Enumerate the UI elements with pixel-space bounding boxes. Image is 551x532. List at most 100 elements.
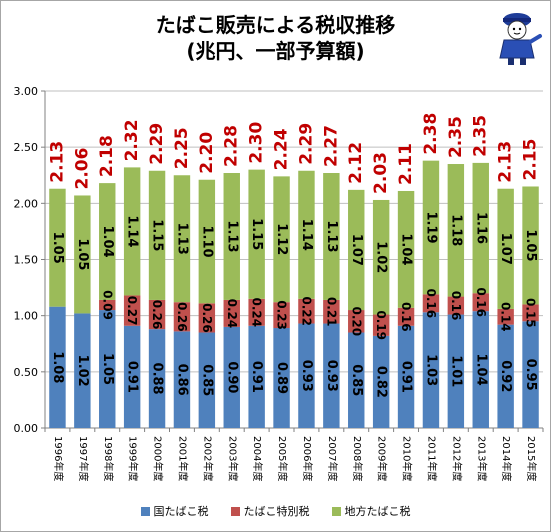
bar-segment	[74, 195, 91, 314]
data-label: 1.13	[174, 223, 189, 255]
data-label: 0.88	[150, 363, 165, 395]
data-label: 1.15	[150, 219, 165, 251]
bar-segment	[397, 325, 415, 428]
bar-segment	[522, 321, 539, 428]
data-label: 1.01	[448, 355, 463, 387]
chart-title-line-1: たばこ販売による税収推移	[155, 13, 396, 37]
bar-segment	[447, 296, 465, 315]
x-tick-label: 2008年度	[351, 436, 364, 481]
bar-segment	[522, 304, 539, 322]
data-label: 1.02	[374, 241, 389, 273]
bar-segment	[497, 188, 514, 309]
x-tick-label: 2009年度	[376, 436, 389, 481]
total-label: 2.27	[321, 125, 341, 167]
data-label: 0.26	[200, 303, 214, 333]
x-tick-label: 2014年度	[500, 436, 513, 481]
legend-item: 地方たばこ税	[331, 503, 411, 519]
data-label: 1.13	[224, 220, 239, 252]
bar-segment	[173, 302, 191, 332]
bar-segment	[49, 306, 66, 428]
data-label: 1.05	[100, 353, 115, 385]
x-tick-label: 2004年度	[251, 436, 264, 481]
bar-segment	[99, 183, 116, 300]
x-tick-label: 2010年度	[401, 436, 414, 481]
y-tick-label: 1.50	[14, 254, 39, 267]
bar-segment	[148, 329, 166, 428]
gridlines	[45, 90, 543, 429]
data-label: 1.13	[324, 220, 339, 252]
x-tick-label: 2012年度	[450, 436, 463, 481]
total-label: 2.13	[496, 141, 516, 183]
bar-segment	[298, 298, 315, 324]
y-tick-label: 2.50	[14, 141, 39, 154]
data-label: 0.92	[498, 360, 513, 392]
total-label: 2.29	[147, 123, 167, 165]
bar-segment	[198, 179, 216, 304]
total-label: 2.32	[122, 119, 142, 161]
bar-segment	[74, 313, 91, 428]
data-label: 1.05	[75, 238, 90, 270]
data-labels: 1.08 1.05 2.13 1.02 1.05 2.06 1.05 0.09 1.04 2.18…	[47, 113, 540, 398]
data-label: 1.03	[423, 354, 438, 386]
total-label: 2.35	[446, 116, 466, 158]
legend-label: たばこ特別税	[243, 505, 310, 518]
data-label: 0.26	[175, 302, 189, 332]
data-label: 0.26	[150, 300, 164, 330]
data-label: 0.20	[349, 306, 363, 336]
legend-item: たばこ特別税	[230, 503, 310, 519]
bar-segment	[173, 331, 191, 428]
data-label: 0.16	[474, 287, 488, 317]
bar-segment	[323, 173, 340, 300]
bar-segment	[248, 298, 265, 326]
total-label: 2.20	[197, 132, 217, 174]
data-label: 0.16	[449, 291, 463, 321]
data-label: 0.91	[399, 361, 414, 393]
bar-segment	[148, 170, 166, 300]
x-tick-label: 2006年度	[301, 436, 314, 481]
bar-segment	[123, 325, 141, 428]
total-label: 2.15	[521, 139, 541, 181]
data-label: 0.09	[100, 290, 114, 320]
total-label: 2.06	[72, 148, 92, 190]
legend: 国たばこ税 たばこ特別税 地方たばこ税	[0, 503, 551, 519]
data-label: 1.05	[523, 229, 538, 261]
bar-segment	[397, 307, 415, 326]
data-label: 1.14	[125, 215, 140, 247]
total-label: 2.11	[396, 143, 416, 185]
bars	[49, 160, 539, 428]
mascot-mouth	[513, 32, 521, 35]
data-label: 1.05	[50, 232, 65, 264]
bar-segment	[198, 303, 216, 333]
data-label: 0.89	[274, 362, 289, 394]
data-label: 1.04	[399, 233, 414, 265]
data-label: 0.19	[374, 310, 388, 340]
legend-swatch	[140, 506, 150, 516]
legend-swatch	[331, 506, 341, 516]
data-label: 0.24	[225, 299, 239, 329]
data-label: 1.04	[473, 354, 488, 386]
legend-item: 国たばこ税	[140, 503, 209, 519]
x-tick-label: 1999年度	[127, 436, 140, 481]
data-label: 0.91	[125, 361, 140, 393]
bar-segment	[123, 295, 141, 326]
x-tick-label: 2003年度	[226, 436, 239, 481]
y-tick-label: 3.00	[14, 85, 39, 98]
bar-segment	[99, 310, 116, 428]
data-label: 0.85	[349, 364, 364, 396]
mascot-illustration	[499, 13, 542, 65]
bar-segment	[348, 310, 365, 333]
total-label: 2.03	[371, 152, 391, 194]
bar-segment	[298, 170, 315, 299]
chart-title-line-2: (兆円、一部予算額)	[186, 39, 365, 63]
data-label: 0.15	[524, 298, 538, 328]
mascot-body	[499, 39, 535, 59]
data-label: 0.22	[299, 296, 313, 326]
data-label: 0.16	[399, 302, 413, 332]
x-tick-label: 2001年度	[176, 436, 189, 481]
bar-segment	[397, 190, 415, 308]
bar-segment	[323, 323, 340, 428]
bar-segment	[422, 160, 440, 295]
total-label: 2.30	[247, 122, 267, 164]
bar-segment	[49, 188, 66, 307]
bar-segment	[148, 299, 166, 330]
